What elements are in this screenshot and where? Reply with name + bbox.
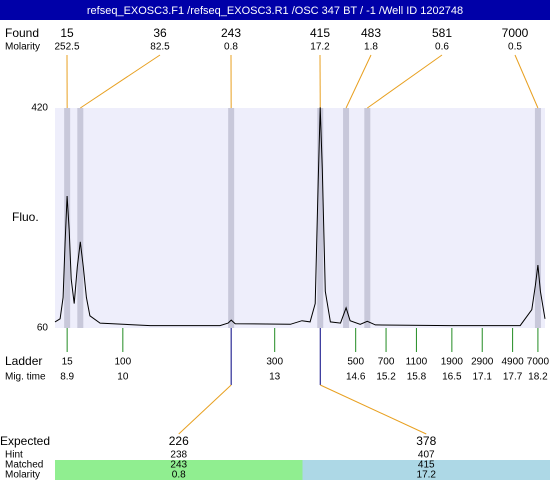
hint-value: 238 (170, 450, 187, 461)
ladder-time: 10 (117, 372, 129, 383)
matched-label: Matched (5, 460, 43, 471)
expected-value: 226 (169, 434, 189, 448)
found-label: Found (5, 26, 39, 40)
found-size: 36 (153, 26, 167, 40)
found-molarity: 252.5 (54, 42, 79, 53)
ladder-size: 100 (114, 357, 131, 368)
peak-band (343, 108, 350, 328)
found-molarity: 1.8 (364, 42, 378, 53)
peak-band (77, 108, 84, 328)
expected-molarity: 17.2 (417, 470, 437, 480)
ladder-time: 17.1 (472, 372, 492, 383)
peak-band (317, 108, 324, 328)
ladder-size: 1100 (406, 357, 428, 368)
found-connector (345, 54, 372, 109)
ladder-time: 16.5 (442, 372, 462, 383)
ladder-time: 8.9 (60, 372, 74, 383)
found-size: 243 (221, 26, 241, 40)
y-axis-label: Fluo. (12, 210, 39, 224)
peak-band (364, 108, 371, 328)
ladder-size: 2900 (471, 357, 494, 368)
mig-time-label: Mig. time (5, 372, 46, 383)
found-size: 483 (361, 26, 381, 40)
expected-connector (178, 384, 232, 435)
found-molarity: 0.6 (435, 42, 449, 53)
ladder-time: 15.2 (376, 372, 396, 383)
hint-value: 407 (418, 450, 435, 461)
matched-background (55, 460, 303, 480)
ladder-size: 300 (266, 357, 283, 368)
matched-value: 415 (418, 460, 435, 471)
expected-molarity: 0.8 (172, 470, 186, 480)
molarity-label: Molarity (5, 42, 40, 53)
found-molarity: 82.5 (150, 42, 170, 53)
title: refseq_EXOSC3.F1 /refseq_EXOSC3.R1 /OSC … (87, 5, 463, 17)
found-connector (514, 54, 539, 109)
title-bar (0, 0, 550, 20)
found-size: 415 (310, 26, 330, 40)
ladder-label: Ladder (5, 354, 42, 368)
ladder-size: 700 (378, 357, 395, 368)
ladder-size: 4900 (501, 357, 524, 368)
ladder-time: 18.2 (528, 372, 548, 383)
matched-value: 243 (170, 460, 187, 471)
expected-connector (320, 384, 427, 435)
peak-band (228, 108, 235, 328)
expected-label: Expected (0, 434, 50, 448)
found-size: 7000 (502, 26, 529, 40)
plot-area (55, 108, 545, 328)
found-molarity: 0.8 (224, 42, 238, 53)
found-connector (367, 54, 443, 109)
ladder-size: 15 (62, 357, 74, 368)
y-tick-label: 420 (31, 103, 48, 114)
ladder-time: 17.7 (503, 372, 523, 383)
found-molarity: 17.2 (310, 42, 330, 53)
found-connector (80, 54, 161, 109)
trace (54, 107, 546, 327)
hint-label: Hint (5, 450, 23, 461)
matched-background (302, 460, 550, 480)
expected-value: 378 (416, 434, 436, 448)
expected-molarity-label: Molarity (5, 470, 40, 480)
y-tick-label: 60 (37, 323, 49, 334)
ladder-time: 15.8 (407, 372, 427, 383)
ladder-size: 500 (347, 357, 364, 368)
peak-band (64, 108, 71, 328)
found-molarity: 0.5 (508, 42, 522, 53)
found-size: 15 (60, 26, 74, 40)
peak-band (534, 108, 541, 328)
ladder-time: 14.6 (346, 372, 366, 383)
ladder-size: 1900 (441, 357, 464, 368)
ladder-time: 13 (269, 372, 281, 383)
found-size: 581 (432, 26, 452, 40)
ladder-size: 7000 (527, 357, 550, 368)
